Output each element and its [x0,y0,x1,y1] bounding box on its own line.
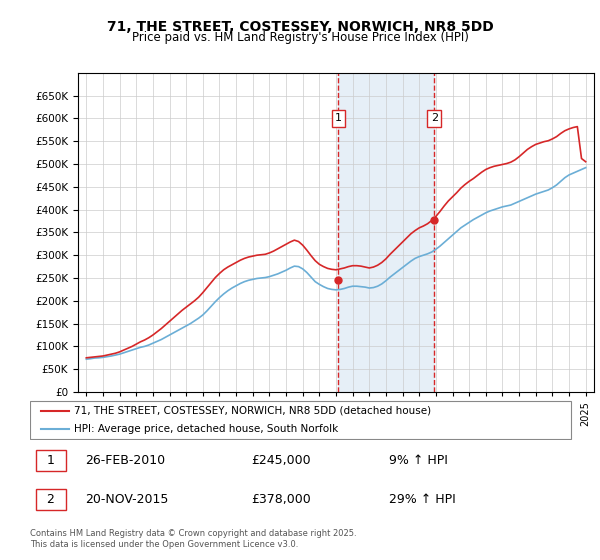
FancyBboxPatch shape [35,489,66,510]
Text: 71, THE STREET, COSTESSEY, NORWICH, NR8 5DD (detached house): 71, THE STREET, COSTESSEY, NORWICH, NR8 … [74,406,431,416]
Text: 1: 1 [46,454,55,467]
Text: HPI: Average price, detached house, South Norfolk: HPI: Average price, detached house, Sout… [74,424,338,434]
Bar [338,73,434,392]
Text: 9% ↑ HPI: 9% ↑ HPI [389,454,448,467]
Text: 20-NOV-2015: 20-NOV-2015 [85,493,169,506]
Text: 29% ↑ HPI: 29% ↑ HPI [389,493,455,506]
Text: Contains HM Land Registry data © Crown copyright and database right 2025.
This d: Contains HM Land Registry data © Crown c… [30,529,356,549]
Text: Price paid vs. HM Land Registry's House Price Index (HPI): Price paid vs. HM Land Registry's House … [131,31,469,44]
FancyBboxPatch shape [35,450,66,471]
FancyBboxPatch shape [30,401,571,439]
Text: 2: 2 [431,114,438,123]
Text: 26-FEB-2010: 26-FEB-2010 [85,454,166,467]
Text: £245,000: £245,000 [251,454,310,467]
Text: 1: 1 [335,114,342,123]
Text: £378,000: £378,000 [251,493,311,506]
Text: 2: 2 [46,493,55,506]
Text: 71, THE STREET, COSTESSEY, NORWICH, NR8 5DD: 71, THE STREET, COSTESSEY, NORWICH, NR8 … [107,20,493,34]
